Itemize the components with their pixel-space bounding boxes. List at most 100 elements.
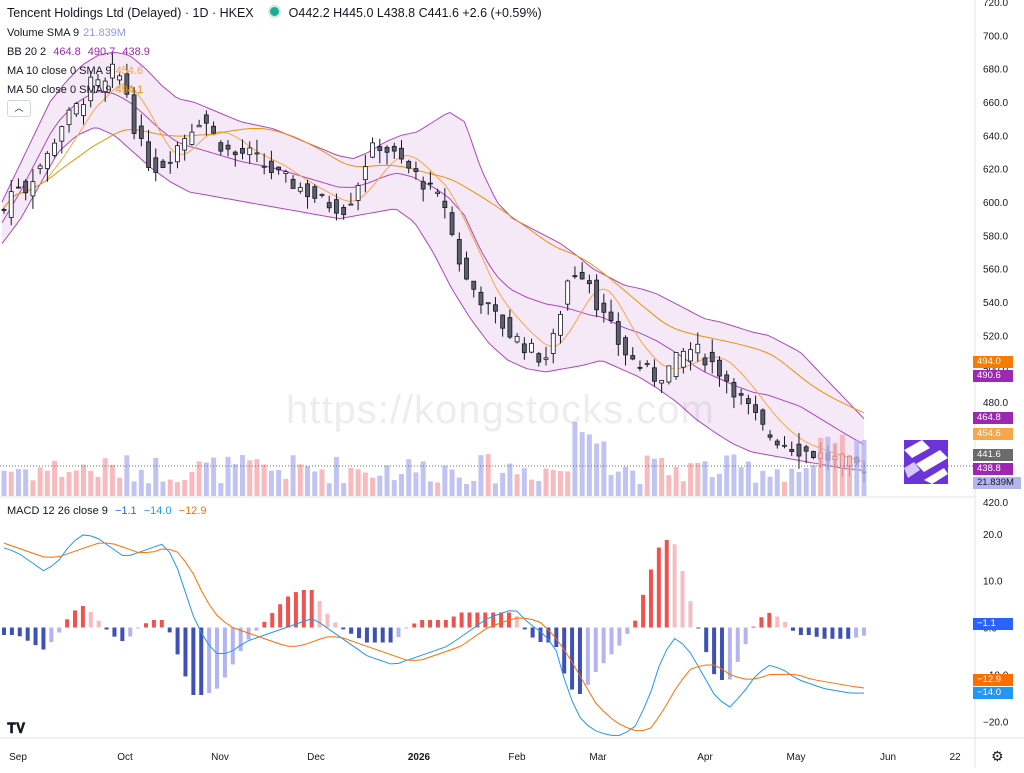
macd-histogram-bar [688,601,693,628]
candle-body [774,440,780,446]
macd-histogram-bar [341,627,346,630]
volume-bar [724,455,730,496]
candle-body [16,186,21,189]
volume-bar [124,455,130,496]
legend-bb[interactable]: BB 20 2 464.8 490.7 438.9 [7,45,154,59]
candle-body [659,380,665,384]
chart-header: Tencent Holdings Ltd (Delayed) · 1D · HK… [7,5,546,20]
volume-bar [312,471,318,496]
volume-bar [117,477,123,496]
candle-body [442,200,448,209]
symbol-title[interactable]: Tencent Holdings Ltd (Delayed) · 1D · HK… [7,6,254,20]
collapse-legend-chevron-icon[interactable]: ︿ [7,100,31,117]
macd-histogram-bar [49,627,54,643]
price-scale-tag: 454.6 [973,428,1013,440]
candle-body [110,63,115,79]
tradingview-logo-icon[interactable]: 𝐓𝐕 [7,720,26,736]
candle-body [702,357,708,366]
volume-bar [297,464,303,496]
macd-histogram-bar [396,627,401,638]
candle-body [543,357,549,360]
candle-body [73,103,79,115]
candle-body [493,304,498,312]
volume-bar [102,458,108,496]
candle-body [406,160,412,169]
volume-bar [774,469,780,496]
candle-body [608,311,614,321]
volume-bar [543,468,549,496]
macd-histogram-bar [270,613,275,628]
macd-histogram-bar [222,627,227,678]
macd-histogram-bar [648,569,653,628]
volume-bar [73,470,79,496]
macd-tick-label: 10.0 [983,577,1003,588]
volume-bar [536,480,542,496]
macd-histogram-bar [33,627,38,646]
macd-histogram-bar [633,620,638,628]
candle-body [399,147,404,160]
macd-histogram-bar [215,627,220,689]
time-tick-label: Mar [589,752,607,763]
macd-histogram-bar [317,600,322,628]
price-tick-label: 420.0 [983,498,1008,509]
volume-bar [456,477,462,496]
macd-histogram-bar [128,627,133,637]
macd-histogram-bar [719,627,724,680]
macd-histogram-bar [112,627,117,637]
price-tick-label: 480.0 [983,398,1008,409]
macd-histogram-bar [727,627,732,680]
volume-bar [420,461,426,496]
volume-bar [702,461,708,496]
volume-bar [196,461,202,496]
macd-histogram-bar [120,627,125,642]
candle-body [572,275,578,278]
candle-body [695,343,701,354]
time-tick-label: Apr [697,752,713,763]
candle-body [88,76,94,102]
volume-bar [810,464,816,496]
macd-scale-tag: −14.0 [973,687,1013,699]
candle-body [435,191,441,194]
volume-bar [716,473,722,496]
legend-macd[interactable]: MACD 12 26 close 9 −1.1 −14.0 −12.9 [7,504,210,518]
macd-histogram-bar [435,620,440,628]
candle-body [623,337,628,356]
gear-icon[interactable]: ⚙ [991,748,1004,764]
candle-body [688,349,693,362]
candle-body [615,321,621,345]
candle-body [211,125,216,134]
time-tick-label: 22 [949,752,961,763]
volume-bar [659,457,665,496]
volume-bar [95,476,101,496]
candle-body [160,160,166,168]
macd-histogram-bar [704,627,709,653]
volume-bar [738,467,744,496]
macd-histogram-bar [175,627,180,655]
legend-volume[interactable]: Volume SMA 9 21.839M [7,26,130,40]
price-tick-label: 720.0 [983,0,1008,9]
volume-bar [182,479,188,496]
price-tick-label: 520.0 [983,331,1008,342]
ohlc-values: O442.2 H445.0 L438.8 C441.6 +2.6 (+0.59%… [288,6,542,20]
macd-histogram-bar [546,627,551,643]
macd-histogram-bar [9,627,14,635]
bb-band-fill [2,52,864,471]
candle-body [283,171,289,174]
volume-bar [189,471,195,496]
candle-body [348,203,354,206]
macd-histogram-bar [325,613,330,628]
volume-bar [23,469,29,496]
candle-body [738,393,744,396]
candle-body [485,302,491,305]
legend-ma10[interactable]: MA 10 close 0 SMA 9 454.6 [7,64,147,78]
candle-body [789,448,795,452]
volume-bar [326,483,332,496]
legend-macd-line: −14.0 [143,505,172,517]
macd-histogram-bar [286,596,291,628]
volume-bar [247,460,253,496]
candle-body [362,166,368,181]
legend-ma50[interactable]: MA 50 close 0 SMA 9 494.1 [7,83,147,97]
candle-body [23,180,29,194]
